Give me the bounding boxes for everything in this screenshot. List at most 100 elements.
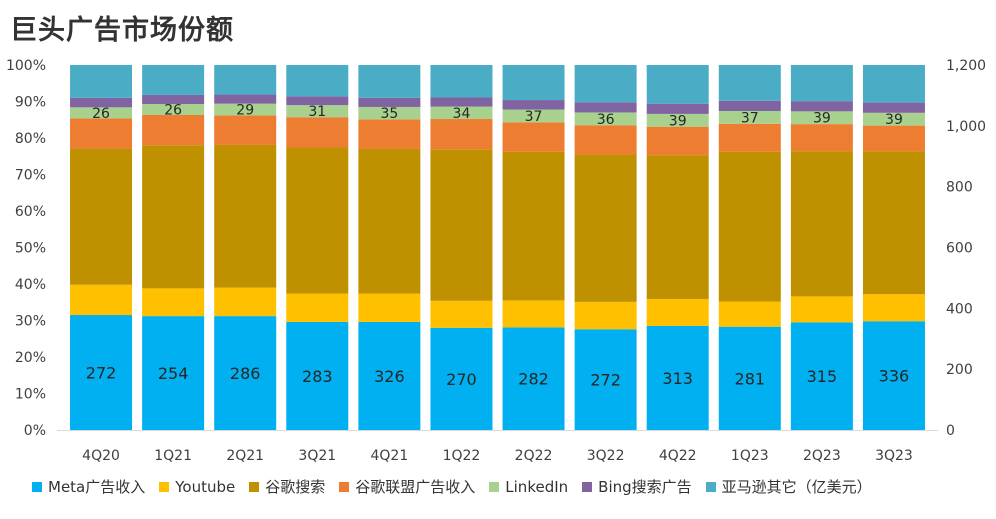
- data-label: 282: [518, 370, 549, 389]
- legend-swatch: [339, 481, 350, 492]
- bar-group-3Q22: 272 36: [574, 65, 637, 430]
- bar-segment-亚马逊其它: [862, 65, 925, 103]
- bar-segment-谷歌联盟广告收入: [286, 117, 349, 148]
- bar-segment-亚马逊其它: [70, 65, 133, 98]
- legend-swatch: [249, 481, 260, 492]
- bar-segment-LinkedIn: [574, 112, 637, 126]
- chart-title: 巨头广告市场份额: [10, 15, 234, 46]
- x-tick-label: 3Q23: [875, 448, 913, 464]
- bar-segment-Youtube: [574, 301, 637, 330]
- bar-group-2Q23: 315 39: [790, 65, 853, 430]
- x-tick-label: 3Q21: [298, 448, 336, 464]
- bar-segment-谷歌搜索: [646, 155, 709, 299]
- bar-group-1Q21: 254 26: [142, 65, 205, 430]
- bar-group-4Q21: 326 35: [358, 65, 421, 430]
- right-tick-label: 0: [946, 423, 955, 439]
- left-tick-label: 40%: [15, 277, 46, 293]
- legend-swatch: [32, 481, 42, 492]
- bar-segment-谷歌联盟广告收入: [214, 115, 277, 145]
- left-tick-label: 60%: [15, 204, 46, 220]
- bar-segment-LinkedIn: [286, 105, 349, 118]
- bar-segment-亚马逊其它: [718, 65, 781, 101]
- bar-segment-谷歌联盟广告收入: [862, 125, 925, 152]
- bar-segment-Youtube: [430, 300, 493, 328]
- right-tick-label: 800: [946, 180, 973, 196]
- bar-segment-亚马逊其它: [574, 65, 637, 103]
- right-tick-label: 200: [946, 362, 973, 378]
- left-tick-label: 30%: [15, 314, 46, 330]
- right-tick-label: 1,200: [946, 58, 986, 74]
- bar-segment-Youtube: [790, 296, 853, 323]
- right-tick-label: 1,000: [946, 119, 986, 135]
- bar-group-1Q23: 281 37: [718, 65, 781, 430]
- legend-item: 亚马逊其它（亿美元）: [705, 476, 872, 497]
- bar-segment-谷歌搜索: [790, 151, 853, 297]
- bar-segment-Youtube: [646, 298, 709, 326]
- bar-segment-谷歌联盟广告收入: [790, 124, 853, 152]
- legend-label: 谷歌联盟广告收入: [355, 478, 476, 496]
- x-tick-label: 1Q23: [731, 448, 769, 464]
- bar-segment-LinkedIn: [430, 106, 493, 120]
- bar-segment-LinkedIn: [790, 111, 853, 125]
- bar-segment-Meta广告收入: [214, 316, 277, 430]
- data-label: 313: [662, 369, 693, 388]
- data-label: 39: [885, 112, 903, 128]
- bar-segment-谷歌搜索: [70, 148, 133, 285]
- bar-segment-Bing搜索广告: [142, 94, 205, 105]
- bar-segment-LinkedIn: [862, 112, 925, 126]
- legend-label: 谷歌搜索: [265, 478, 326, 496]
- data-label: 31: [308, 104, 326, 120]
- left-tick-label: 100%: [6, 58, 46, 74]
- left-tick-label: 90%: [15, 95, 46, 111]
- bar-segment-Meta广告收入: [718, 326, 781, 430]
- legend-item: LinkedIn: [489, 478, 568, 496]
- bar-segment-Meta广告收入: [574, 329, 637, 430]
- bar-segment-Bing搜索广告: [502, 100, 565, 110]
- bar-segment-Youtube: [70, 284, 133, 316]
- bar-segment-Meta广告收入: [502, 327, 565, 430]
- bar-segment-谷歌搜索: [718, 151, 781, 302]
- data-label: 336: [879, 367, 910, 386]
- x-tick-label: 2Q23: [803, 448, 841, 464]
- data-label: 36: [597, 112, 615, 128]
- bar-segment-Bing搜索广告: [286, 96, 349, 106]
- data-label: 29: [236, 103, 254, 119]
- bar-segment-Bing搜索广告: [646, 103, 709, 114]
- data-label: 270: [446, 370, 477, 389]
- bar-segment-亚马逊其它: [430, 65, 493, 98]
- bar-segment-亚马逊其它: [790, 65, 853, 102]
- bar-segment-Bing搜索广告: [430, 97, 493, 107]
- data-label: 37: [525, 109, 543, 125]
- bar-segment-谷歌联盟广告收入: [358, 119, 421, 149]
- bar-segment-谷歌搜索: [502, 151, 565, 301]
- bar-group-1Q22: 270 34: [430, 65, 493, 430]
- data-label: 272: [590, 371, 621, 390]
- left-tick-label: 0%: [24, 423, 46, 439]
- right-tick-label: 400: [946, 301, 973, 317]
- legend-swatch: [705, 481, 716, 492]
- left-tick-label: 70%: [15, 168, 46, 184]
- left-tick-label: 80%: [15, 131, 46, 147]
- x-tick-label: 4Q20: [82, 448, 120, 464]
- data-label: 26: [92, 106, 110, 122]
- data-label: 26: [164, 103, 182, 119]
- bar-segment-Meta广告收入: [358, 321, 421, 430]
- x-tick-label: 2Q21: [226, 448, 264, 464]
- bar-group-4Q20: 272 26: [70, 65, 133, 430]
- bar-segment-Bing搜索广告: [790, 101, 853, 112]
- x-axis: 4Q20 1Q21 2Q21 3Q21 4Q21 1Q22 2Q22 3Q22 4Q22 1Q23…: [57, 430, 938, 464]
- data-label: 34: [453, 106, 471, 122]
- data-label: 39: [669, 113, 687, 129]
- bar-segment-谷歌搜索: [286, 147, 349, 294]
- data-label: 272: [86, 364, 117, 383]
- bar-segment-亚马逊其它: [358, 65, 421, 98]
- bar-segment-谷歌搜索: [142, 145, 205, 289]
- legend-label: 亚马逊其它（亿美元）: [721, 478, 872, 496]
- bar-segment-Meta广告收入: [646, 325, 709, 430]
- data-label: 281: [735, 369, 766, 388]
- left-tick-label: 10%: [15, 387, 46, 403]
- bar-segment-Youtube: [718, 301, 781, 327]
- bar-segment-Youtube: [286, 293, 349, 322]
- bar-segment-Bing搜索广告: [718, 100, 781, 111]
- data-label: 37: [741, 110, 759, 126]
